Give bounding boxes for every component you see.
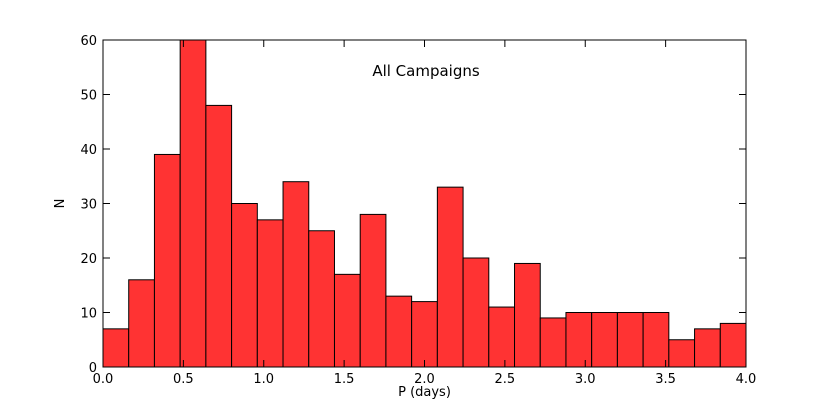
y-tick-label: 0 bbox=[89, 361, 97, 376]
histogram-bar bbox=[333, 273, 361, 368]
histogram-bar bbox=[616, 312, 644, 368]
x-axis-label: P (days) bbox=[398, 385, 451, 400]
y-tick-label: 10 bbox=[80, 307, 97, 322]
bars-group bbox=[102, 39, 747, 368]
histogram-bar bbox=[179, 39, 207, 368]
plot-frame bbox=[102, 39, 747, 368]
histogram-bar bbox=[256, 219, 284, 368]
y-tick-label: 40 bbox=[80, 143, 97, 158]
y-axis-label: N bbox=[53, 199, 68, 209]
histogram-bar bbox=[591, 312, 618, 368]
x-tick-label: 0.0 bbox=[93, 372, 114, 387]
histogram-bar bbox=[719, 322, 747, 368]
x-tick-label: 3.0 bbox=[575, 372, 596, 387]
x-tick-label: 0.5 bbox=[173, 372, 194, 387]
histogram-bar bbox=[359, 213, 387, 368]
histogram-bar bbox=[565, 312, 593, 368]
x-tick-label: 1.0 bbox=[253, 372, 274, 387]
histogram-bar bbox=[462, 257, 490, 368]
histogram-bar bbox=[282, 181, 310, 368]
histogram-bar bbox=[231, 203, 258, 368]
x-tick-label: 1.5 bbox=[334, 372, 355, 387]
x-tick-label: 2.0 bbox=[414, 372, 435, 387]
y-tick-labels: 0 10 20 30 40 50 60 bbox=[80, 34, 97, 376]
histogram-bar bbox=[411, 301, 438, 368]
histogram-bar bbox=[308, 230, 335, 368]
y-tick-label: 60 bbox=[80, 34, 97, 49]
x-tick-label: 2.5 bbox=[495, 372, 516, 387]
histogram-bar bbox=[642, 312, 670, 368]
x-tick-label: 3.5 bbox=[655, 372, 676, 387]
histogram-bar bbox=[668, 339, 696, 368]
histogram-bar bbox=[102, 328, 130, 368]
histogram-bar bbox=[153, 153, 181, 368]
histogram-bar bbox=[128, 279, 155, 368]
histogram-bar bbox=[514, 262, 541, 368]
y-tick-label: 30 bbox=[80, 198, 97, 213]
histogram-bar bbox=[539, 317, 567, 368]
histogram-bar bbox=[385, 295, 413, 368]
y-tick-label: 50 bbox=[80, 89, 97, 104]
x-tick-label: 4.0 bbox=[736, 372, 757, 387]
histogram-bar bbox=[436, 186, 464, 368]
y-tick-label: 20 bbox=[80, 252, 97, 267]
x-tick-labels: 0.0 0.5 1.0 1.5 2.0 2.5 3.0 3.5 4.0 bbox=[93, 372, 757, 387]
histogram-bar bbox=[694, 328, 721, 368]
histogram-bar bbox=[205, 104, 233, 368]
chart-annotation: All Campaigns bbox=[372, 62, 480, 80]
histogram-bar bbox=[488, 306, 516, 368]
